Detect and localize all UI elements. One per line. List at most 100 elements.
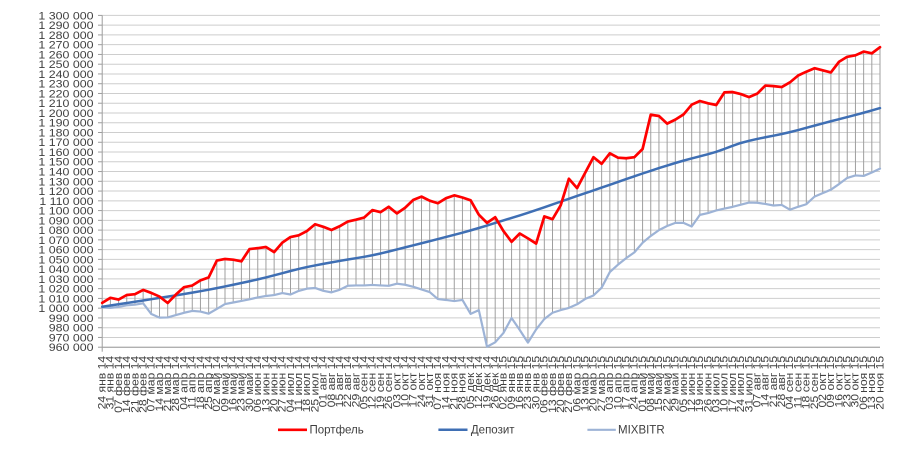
svg-text:12 дек 14: 12 дек 14	[474, 355, 485, 409]
svg-text:26 сен 14: 26 сен 14	[384, 355, 395, 409]
svg-text:27 мар 15: 27 мар 15	[597, 356, 608, 412]
svg-text:11 апр 14: 11 апр 14	[187, 355, 198, 409]
svg-text:13 ноя 15: 13 ноя 15	[867, 356, 878, 410]
svg-text:1 200 000: 1 200 000	[38, 109, 93, 120]
svg-text:10 окт 14: 10 окт 14	[400, 355, 411, 407]
svg-text:1 050 000: 1 050 000	[38, 255, 93, 266]
svg-text:Депозит: Депозит	[471, 425, 515, 437]
svg-text:980 000: 980 000	[49, 323, 94, 334]
svg-text:10 апр 15: 10 апр 15	[613, 356, 624, 410]
svg-text:17 апр 15: 17 апр 15	[621, 356, 632, 410]
svg-text:23 май 14: 23 май 14	[236, 355, 247, 411]
svg-text:20 мар 15: 20 мар 15	[588, 356, 599, 412]
svg-text:21 авг 15: 21 авг 15	[769, 356, 780, 408]
svg-text:12 июн 15: 12 июн 15	[687, 356, 698, 413]
svg-text:25 апр 14: 25 апр 14	[204, 355, 215, 410]
svg-text:1 090 000: 1 090 000	[38, 216, 93, 227]
svg-text:04 сен 15: 04 сен 15	[785, 356, 796, 409]
svg-text:1 040 000: 1 040 000	[38, 265, 93, 276]
svg-text:1 300 000: 1 300 000	[38, 11, 93, 22]
svg-text:1 130 000: 1 130 000	[38, 177, 93, 188]
svg-text:19 дек 14: 19 дек 14	[482, 355, 493, 409]
svg-text:23 янв 15: 23 янв 15	[523, 356, 534, 410]
svg-text:03 июл 15: 03 июл 15	[711, 356, 722, 413]
svg-text:26 июн 15: 26 июн 15	[703, 356, 714, 413]
svg-text:19 июн 15: 19 июн 15	[695, 356, 706, 413]
svg-text:02 янв 15: 02 янв 15	[498, 356, 509, 410]
svg-text:21 фев 14: 21 фев 14	[130, 355, 141, 413]
svg-text:28 ноя 14: 28 ноя 14	[457, 355, 468, 410]
svg-text:1 080 000: 1 080 000	[38, 226, 93, 237]
svg-text:09 окт 15: 09 окт 15	[826, 356, 837, 408]
svg-text:1 290 000: 1 290 000	[38, 21, 93, 32]
svg-text:1 100 000: 1 100 000	[38, 206, 93, 217]
svg-text:15 май 15: 15 май 15	[654, 356, 665, 412]
svg-text:06 ноя 15: 06 ноя 15	[859, 356, 870, 410]
svg-text:25 сен 15: 25 сен 15	[809, 356, 820, 409]
svg-text:20 июн 14: 20 июн 14	[269, 355, 280, 412]
svg-text:1 030 000: 1 030 000	[38, 275, 93, 286]
svg-text:1 010 000: 1 010 000	[38, 294, 93, 305]
svg-text:29 май 15: 29 май 15	[670, 356, 681, 412]
svg-text:26 дек 14: 26 дек 14	[490, 355, 501, 409]
svg-text:970 000: 970 000	[49, 333, 94, 344]
svg-text:16 окт 15: 16 окт 15	[834, 356, 845, 408]
svg-text:06 июн 14: 06 июн 14	[253, 355, 264, 412]
svg-text:31 янв 14: 31 янв 14	[105, 355, 116, 409]
svg-text:30 янв 15: 30 янв 15	[531, 356, 542, 410]
svg-text:04 апр 14: 04 апр 14	[179, 355, 190, 410]
svg-text:18 апр 14: 18 апр 14	[195, 355, 206, 410]
svg-text:960 000: 960 000	[49, 343, 94, 354]
svg-text:990 000: 990 000	[49, 314, 94, 325]
svg-text:1 170 000: 1 170 000	[38, 138, 93, 149]
svg-text:1 240 000: 1 240 000	[38, 70, 93, 81]
svg-text:04 июл 14: 04 июл 14	[285, 355, 296, 412]
svg-text:24 окт 14: 24 окт 14	[416, 355, 427, 407]
svg-text:1 150 000: 1 150 000	[38, 157, 93, 168]
svg-text:05 сен 14: 05 сен 14	[359, 355, 370, 409]
svg-text:31 окт 14: 31 окт 14	[425, 355, 436, 407]
svg-text:03 апр 15: 03 апр 15	[605, 356, 616, 410]
svg-text:05 июн 15: 05 июн 15	[678, 356, 689, 413]
svg-text:1 020 000: 1 020 000	[38, 284, 93, 295]
svg-text:11 июл 14: 11 июл 14	[294, 355, 305, 411]
svg-text:1 110 000: 1 110 000	[39, 197, 93, 208]
svg-text:20 фев 15: 20 фев 15	[556, 356, 567, 413]
svg-text:14 фев 14: 14 фев 14	[122, 355, 133, 413]
svg-text:1 120 000: 1 120 000	[38, 187, 93, 198]
svg-text:22 авг 14: 22 авг 14	[343, 355, 354, 407]
svg-text:24 июл 15: 24 июл 15	[736, 356, 747, 413]
svg-text:1 070 000: 1 070 000	[38, 236, 93, 247]
svg-text:29 авг 14: 29 авг 14	[351, 355, 362, 407]
svg-text:24 янв 14: 24 янв 14	[97, 355, 108, 409]
svg-text:1 220 000: 1 220 000	[38, 89, 93, 100]
svg-text:MIXBITR: MIXBITR	[618, 425, 665, 437]
svg-text:13 мар 15: 13 мар 15	[580, 356, 591, 412]
svg-text:02 окт 15: 02 окт 15	[818, 356, 829, 408]
svg-text:19 сен 14: 19 сен 14	[376, 355, 387, 409]
svg-text:1 210 000: 1 210 000	[38, 99, 93, 110]
svg-text:1 280 000: 1 280 000	[38, 31, 93, 42]
svg-text:1 270 000: 1 270 000	[38, 40, 93, 51]
svg-text:05 дек 14: 05 дек 14	[466, 355, 477, 409]
svg-text:1 190 000: 1 190 000	[38, 118, 93, 129]
svg-text:13 июн 14: 13 июн 14	[261, 355, 272, 412]
svg-text:1 000 000: 1 000 000	[38, 304, 93, 315]
svg-text:21 ноя 14: 21 ноя 14	[449, 355, 460, 410]
svg-text:1 060 000: 1 060 000	[38, 245, 93, 256]
svg-text:21 мар 14: 21 мар 14	[163, 355, 174, 411]
svg-text:Портфель: Портфель	[310, 425, 364, 437]
svg-text:27 фев 15: 27 фев 15	[564, 356, 575, 413]
svg-text:25 июл 14: 25 июл 14	[310, 355, 321, 412]
svg-text:13 фев 15: 13 фев 15	[547, 356, 558, 413]
svg-text:28 фев 14: 28 фев 14	[138, 355, 149, 413]
svg-text:11 сен 15: 11 сен 15	[793, 356, 804, 409]
svg-text:09 май 14: 09 май 14	[220, 355, 231, 411]
svg-text:15 авг 14: 15 авг 14	[335, 355, 346, 407]
svg-text:16 май 14: 16 май 14	[228, 355, 239, 411]
svg-text:01 авг 14: 01 авг 14	[318, 355, 329, 407]
svg-text:28 мар 14: 28 мар 14	[171, 355, 182, 411]
svg-text:1 140 000: 1 140 000	[38, 167, 93, 178]
svg-text:24 апр 15: 24 апр 15	[629, 356, 640, 410]
svg-text:30 май 14: 30 май 14	[245, 355, 256, 411]
